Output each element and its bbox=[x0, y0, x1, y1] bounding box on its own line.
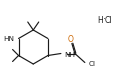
Text: NH: NH bbox=[64, 51, 75, 58]
Text: HN: HN bbox=[3, 36, 14, 42]
Text: ·: · bbox=[103, 15, 105, 24]
Text: Cl: Cl bbox=[89, 62, 96, 67]
Text: Cl: Cl bbox=[105, 16, 113, 24]
Text: H: H bbox=[97, 16, 103, 24]
Text: O: O bbox=[68, 35, 74, 44]
